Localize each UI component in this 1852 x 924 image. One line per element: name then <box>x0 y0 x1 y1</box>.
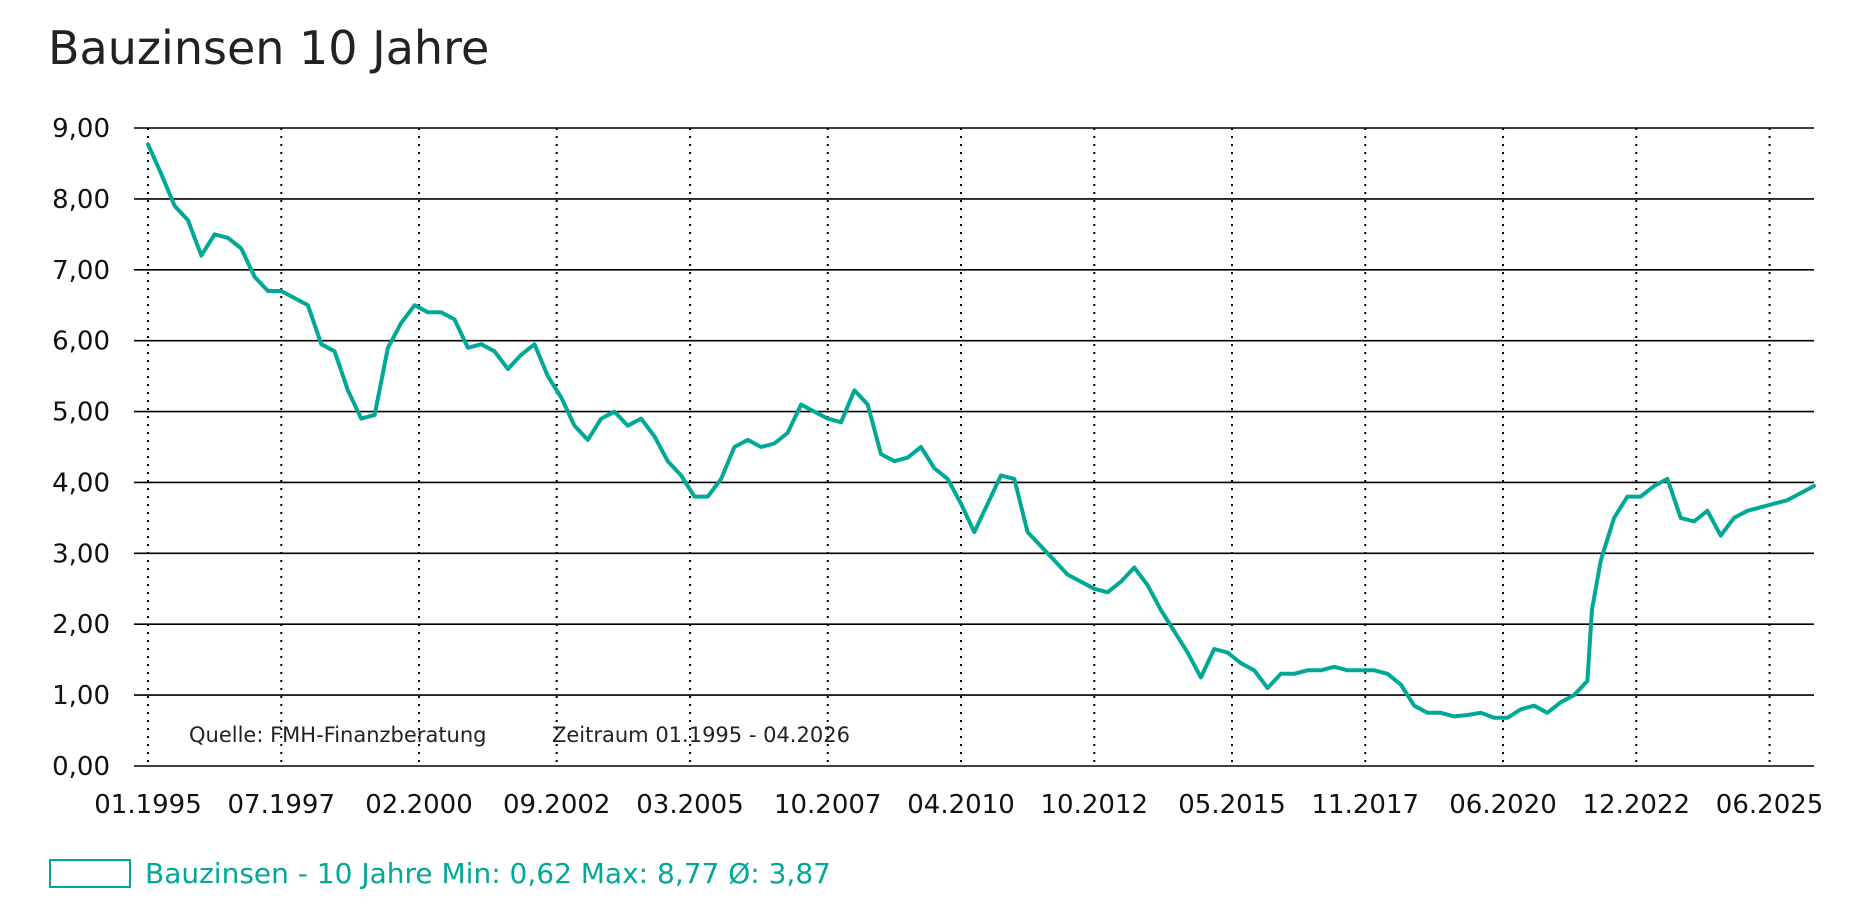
x-tick-label: 03.2005 <box>636 790 744 820</box>
x-tick-label: 07.1997 <box>228 790 336 820</box>
x-tick-label: 04.2010 <box>907 790 1015 820</box>
y-tick-label: 9,00 <box>52 114 110 144</box>
period-note: Zeitraum 01.1995 - 04.2026 <box>552 723 850 747</box>
y-tick-label: 4,00 <box>52 468 110 498</box>
x-tick-label: 06.2025 <box>1716 790 1824 820</box>
x-tick-label: 02.2000 <box>365 790 473 820</box>
grid <box>134 127 1814 767</box>
x-tick-label: 09.2002 <box>503 790 611 820</box>
x-tick-label: 10.2012 <box>1041 790 1149 820</box>
series-layer <box>146 142 1816 720</box>
legend-label: Bauzinsen - 10 Jahre Min: 0,62 Max: 8,77… <box>145 857 831 890</box>
y-tick-label: 3,00 <box>52 539 110 569</box>
x-tick-label: 12.2022 <box>1583 790 1691 820</box>
legend-swatch <box>49 859 131 888</box>
y-tick-label: 8,00 <box>52 185 110 215</box>
x-tick-label: 06.2020 <box>1449 790 1557 820</box>
legend: Bauzinsen - 10 Jahre Min: 0,62 Max: 8,77… <box>49 857 831 890</box>
x-tick-label: 01.1995 <box>94 790 202 820</box>
x-tick-label: 10.2007 <box>774 790 882 820</box>
y-tick-label: 0,00 <box>52 752 110 782</box>
y-tick-label: 5,00 <box>52 398 110 428</box>
y-axis-ticks: 0,00 1,00 2,00 3,00 4,00 5,00 6,00 7,00 8,00 9,00 <box>52 114 110 782</box>
x-axis-ticks: 01.1995 07.1997 02.2000 09.2002 03.2005 10.20… <box>94 790 1823 820</box>
x-tick-label: 05.2015 <box>1178 790 1286 820</box>
y-tick-label: 7,00 <box>52 256 110 286</box>
y-tick-label: 1,00 <box>52 681 110 711</box>
chart-title: Bauzinsen 10 Jahre <box>48 21 489 75</box>
source-note: Quelle: FMH-Finanzberatung <box>189 723 487 747</box>
y-tick-label: 6,00 <box>52 327 110 357</box>
y-tick-label: 2,00 <box>52 610 110 640</box>
x-tick-label: 11.2017 <box>1312 790 1420 820</box>
series-line <box>146 142 1816 720</box>
